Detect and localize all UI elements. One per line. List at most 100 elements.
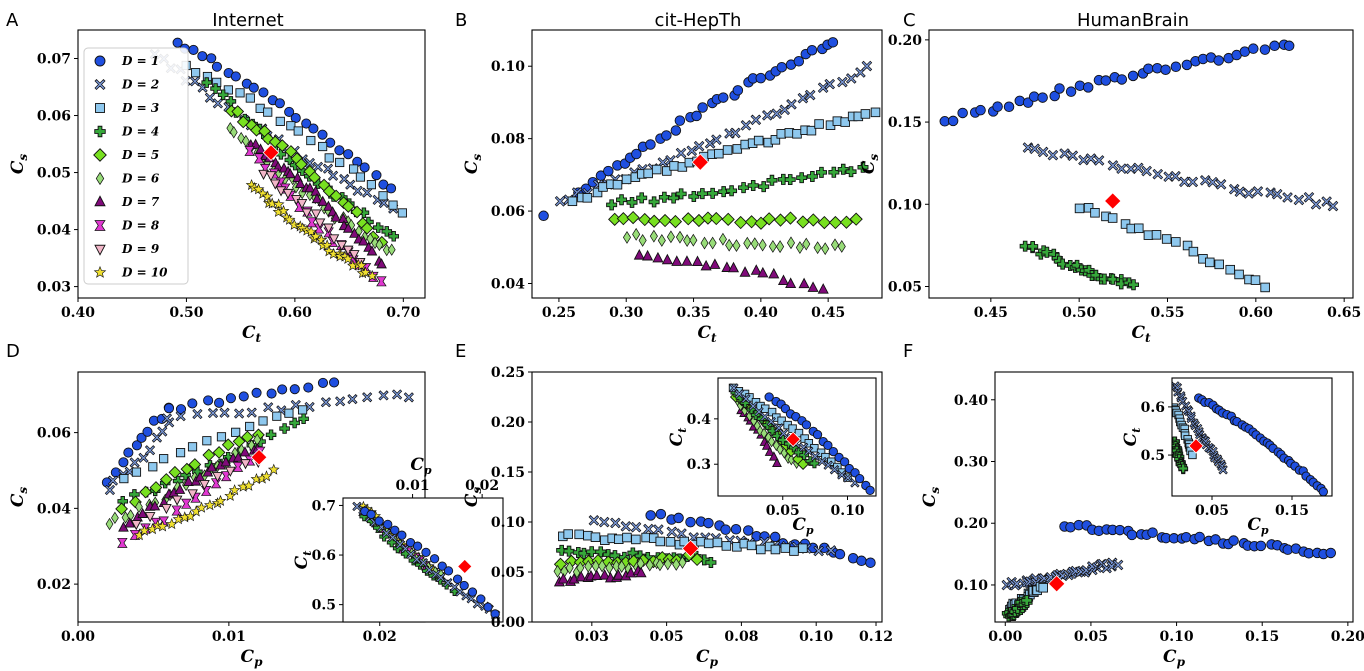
- panel-f: F 0.00 0.05 0.10 0.15 0.20 0.10 0.20 0.30 0.40 Cp C…: [903, 341, 1364, 669]
- panel-f-inset-series-d1-point: [1318, 487, 1328, 496]
- panel-e-series-d6-point: [678, 555, 687, 569]
- panel-e-x-tick-label: 0.05: [650, 629, 684, 645]
- panel-b-x-tick-label: 0.45: [811, 305, 845, 321]
- panel-c-series-d2-point: [1170, 170, 1181, 182]
- panel-b-series-d6-point: [732, 239, 741, 253]
- panel-b-series-d2-point: [804, 89, 816, 101]
- panel-d-series-d5-point: [159, 473, 173, 486]
- panel-e-series-d6-point: [663, 557, 672, 571]
- panel-d-inset-series-d1-point: [390, 525, 400, 535]
- panel-d-series-d5-point: [221, 438, 235, 452]
- panel-b-series-d2-point: [837, 76, 848, 88]
- panel-e-inset-points: [728, 383, 875, 495]
- panel-e-inset-y-tick-label: 0.4: [687, 412, 712, 428]
- panel-e-series-d1-point: [720, 524, 731, 535]
- panel-b-series-d7-point: [691, 255, 704, 266]
- panel-b-series-d4-point: [806, 171, 818, 183]
- panel-c-series-d4-point: [1107, 273, 1119, 285]
- panel-a-series-d8-point: [244, 145, 255, 156]
- panel-b-series-d6-point: [837, 240, 846, 253]
- panel-c-series-d3-point: [1250, 275, 1261, 285]
- panel-b-series-d7-point: [768, 267, 780, 279]
- panel-d-series-d3-point: [202, 436, 212, 446]
- panel-b-series-d3-point: [643, 168, 653, 179]
- panel-b-series-d6-point: [743, 236, 752, 250]
- panel-e-series-d2-point: [598, 516, 610, 528]
- panel-d-series-d9-point: [130, 520, 142, 531]
- panel-a-x-tick-label: 0.70: [386, 305, 420, 321]
- panel-f-series-d1-point: [1180, 531, 1192, 543]
- panel-e-y-tick-label: 0.25: [491, 365, 525, 381]
- panel-b-series-d1-point: [674, 115, 686, 126]
- panel-b-series-d5-point: [783, 211, 798, 225]
- panel-b-series-d4-point: [675, 188, 687, 200]
- panel-e-series-d6-point: [553, 564, 562, 578]
- panel-b-series-d4-point: [837, 163, 849, 175]
- panel-d-series-d1-point: [303, 382, 314, 393]
- panel-a-series-d1-point: [290, 112, 301, 124]
- panel-f-x-axis-label: Cp: [1163, 647, 1186, 669]
- panel-d-inset-series-d1-point: [452, 574, 463, 584]
- panel-a-letter: A: [6, 10, 19, 31]
- panel-b-series-d3-point: [592, 187, 603, 198]
- panel-a-series-d3-point: [324, 153, 334, 163]
- panel-d-series-d3-point: [187, 442, 198, 452]
- panel-d-series-d2-point: [362, 392, 373, 403]
- panel-b-series-d1-point: [697, 102, 708, 113]
- panel-b-series-d6-point: [786, 236, 796, 250]
- panel-a-series-d10-point: [323, 245, 335, 257]
- panel-d-inset-series-d1-point: [437, 561, 447, 571]
- panel-e-y-tick-label: 0.15: [491, 465, 525, 481]
- panel-a-series-d9-point: [301, 208, 313, 219]
- panel-b-series-d5-point: [849, 212, 863, 226]
- panel-e-series-d3-point: [712, 537, 723, 548]
- panel-a-series-d7-point: [255, 143, 266, 154]
- panel-e-series-d3-point: [679, 536, 690, 547]
- panel-d-series-d2-point: [403, 392, 414, 403]
- panel-b-series-d7-point: [709, 258, 721, 269]
- panel-a-series-d7-point: [366, 245, 378, 256]
- panel-c-series-d3-point: [1074, 203, 1085, 214]
- panel-a-series-d1-point: [317, 129, 328, 140]
- panel-e-x-tick-label: 0.03: [575, 629, 609, 645]
- panel-b-x-tick-label: 0.35: [676, 305, 710, 321]
- panel-a-series-d9-point: [328, 234, 340, 245]
- panel-c-series-d1-point: [1054, 83, 1065, 94]
- panel-c-series-d3-point: [1182, 240, 1193, 251]
- panel-a-highlight-diamond: [262, 144, 280, 161]
- panel-a-series-d6-point: [387, 243, 396, 256]
- panel-d-inset-series-d1-point: [412, 541, 423, 551]
- panel-d-series-d2-point: [138, 452, 149, 463]
- panel-a-series-d1-point: [301, 118, 312, 129]
- panel-f-inset-series-d2-point: [1218, 465, 1228, 475]
- panel-a-series-d2-point: [362, 187, 373, 198]
- panel-e-inset-series-d2-point: [837, 470, 847, 480]
- panel-a-series-d7-point: [317, 195, 329, 206]
- panel-b-series-d7-point: [750, 264, 762, 275]
- panel-a-series-d9-point: [282, 188, 294, 200]
- panel-e-frame: [531, 371, 883, 623]
- panel-a-series-d5-point: [350, 205, 364, 219]
- panel-d-inset-highlight-diamond: [457, 558, 473, 575]
- panel-d-inset-series-d2-point: [387, 532, 398, 543]
- panel-d-inset-series-d2-point: [443, 577, 453, 588]
- panel-a-series-d6-point: [366, 232, 375, 245]
- panel-d-series-d4-point: [298, 413, 309, 425]
- panel-a-x-tick-label: 0.50: [169, 305, 203, 321]
- panel-a-series-d10-point: [257, 187, 269, 199]
- panel-c-series-d1-point: [1248, 43, 1259, 54]
- panel-a-series-d7-point: [330, 211, 342, 222]
- panel-e-series-d6-point: [655, 558, 664, 572]
- panel-e-inset-series-d6-point: [756, 425, 764, 437]
- panel-b-series-d6-point: [821, 242, 830, 256]
- panel-b-series-d6-point: [649, 229, 658, 243]
- panel-a-series-d10-point: [342, 252, 354, 264]
- panel-e-series-d6-point: [605, 561, 614, 575]
- panel-c-series-d3-point: [1161, 234, 1172, 244]
- panel-b-series-d6-point: [795, 241, 804, 254]
- panel-c-series-d2-point: [1271, 188, 1283, 200]
- panel-c-series-d2-point: [1029, 143, 1040, 155]
- panel-c-frame: [928, 29, 1354, 299]
- panel-e-inset-series-d1-point: [812, 429, 823, 440]
- legend-marker-d2: [94, 78, 106, 91]
